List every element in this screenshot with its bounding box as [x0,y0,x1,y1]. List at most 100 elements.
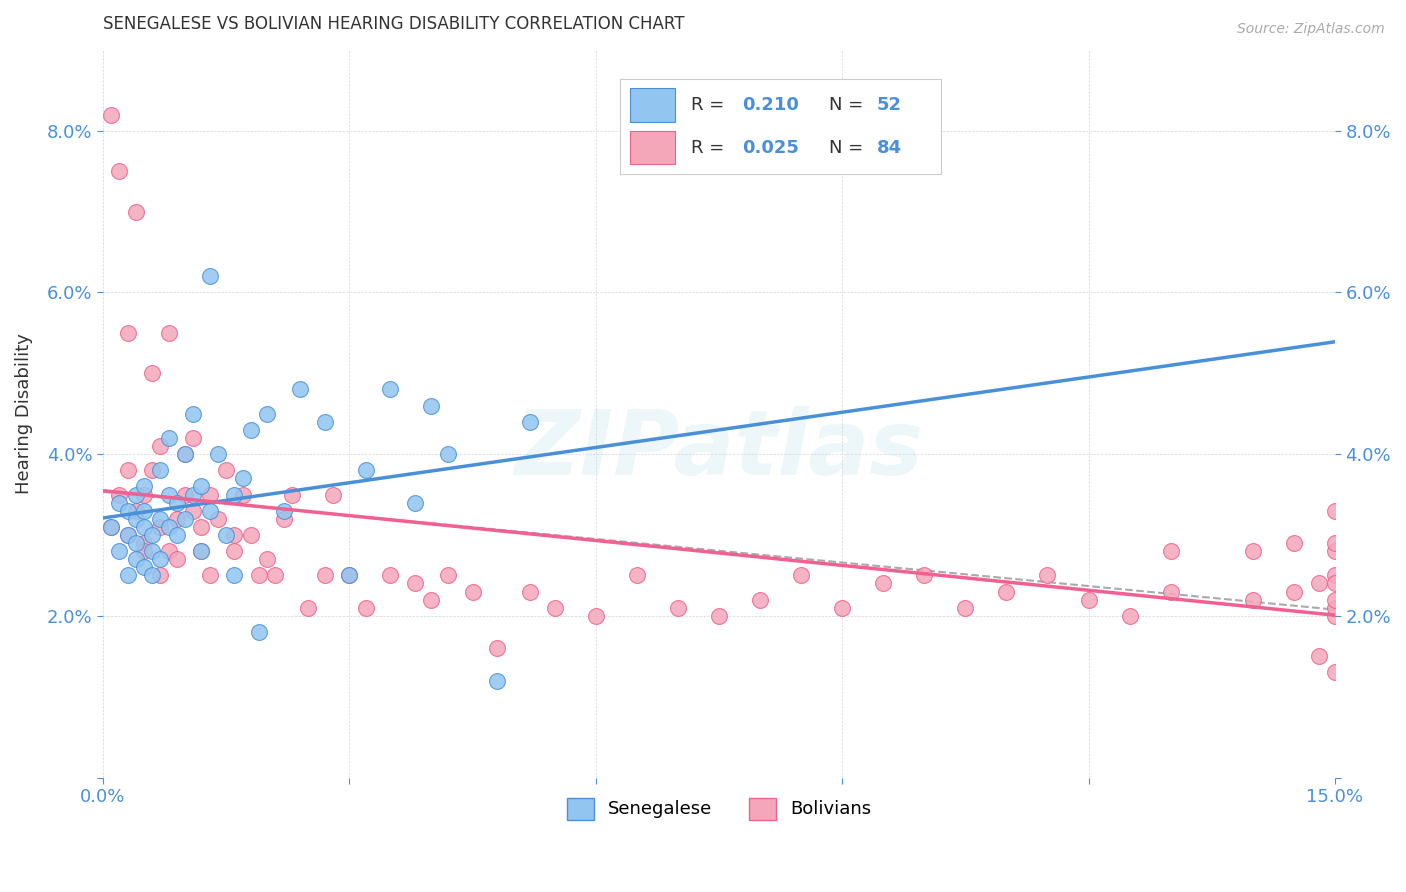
Point [141,366,163,380]
Point [404,576,426,591]
Point [1308,649,1330,664]
Point [190,520,212,534]
Point [141,463,163,477]
Point [232,487,254,501]
Point [125,204,148,219]
Point [1323,592,1346,607]
Point [100,107,122,121]
Point [420,592,443,607]
Point [256,552,278,566]
Point [281,487,304,501]
Point [141,528,163,542]
Point [912,568,935,582]
Point [132,544,155,558]
Point [239,528,262,542]
Point [437,568,460,582]
Point [166,552,188,566]
Point [132,560,155,574]
Point [198,269,221,284]
Point [190,544,212,558]
Point [486,673,509,688]
Point [132,520,155,534]
Point [314,568,336,582]
Point [666,600,689,615]
Point [117,568,139,582]
Point [1323,608,1346,623]
Point [149,568,172,582]
Point [239,423,262,437]
Point [117,463,139,477]
Point [1241,592,1264,607]
Point [322,487,344,501]
Point [273,504,295,518]
Point [1241,544,1264,558]
Point [108,487,131,501]
Point [117,326,139,340]
Point [1323,665,1346,680]
Point [215,463,238,477]
Point [749,592,772,607]
Point [995,584,1018,599]
Point [108,495,131,509]
Point [108,164,131,178]
Point [1077,592,1099,607]
Point [207,512,229,526]
Point [149,439,172,453]
Point [125,552,148,566]
Point [790,568,813,582]
Point [181,487,204,501]
Point [297,600,319,615]
Point [132,479,155,493]
Point [125,504,148,518]
Point [157,326,180,340]
Point [198,568,221,582]
Point [174,512,197,526]
Point [1282,584,1305,599]
Point [224,544,246,558]
Point [831,600,853,615]
Point [125,487,148,501]
Point [224,487,246,501]
Point [117,504,139,518]
Point [132,536,155,550]
Point [872,576,894,591]
Point [190,479,212,493]
Point [1308,576,1330,591]
Point [108,544,131,558]
Point [585,608,607,623]
Point [264,568,287,582]
Point [141,544,163,558]
Point [519,415,541,429]
Point [117,528,139,542]
Point [125,512,148,526]
Text: ZIPatlas: ZIPatlas [515,406,924,494]
Point [437,447,460,461]
Point [190,544,212,558]
Text: SENEGALESE VS BOLIVIAN HEARING DISABILITY CORRELATION CHART: SENEGALESE VS BOLIVIAN HEARING DISABILIT… [103,15,685,33]
Point [707,608,730,623]
Point [273,512,295,526]
Point [1323,568,1346,582]
Point [181,431,204,445]
Point [100,520,122,534]
Point [125,536,148,550]
Point [314,415,336,429]
Text: Source: ZipAtlas.com: Source: ZipAtlas.com [1237,22,1385,37]
Point [166,528,188,542]
Point [149,552,172,566]
Point [544,600,567,615]
Point [519,584,541,599]
Point [380,568,402,582]
Point [380,383,402,397]
Legend: Senegalese, Bolivians: Senegalese, Bolivians [560,790,879,827]
Point [174,487,197,501]
Point [337,568,360,582]
Point [1323,600,1346,615]
Point [157,544,180,558]
Point [955,600,977,615]
Point [247,625,270,640]
Point [149,463,172,477]
Point [247,568,270,582]
Point [1323,504,1346,518]
Point [1160,544,1182,558]
